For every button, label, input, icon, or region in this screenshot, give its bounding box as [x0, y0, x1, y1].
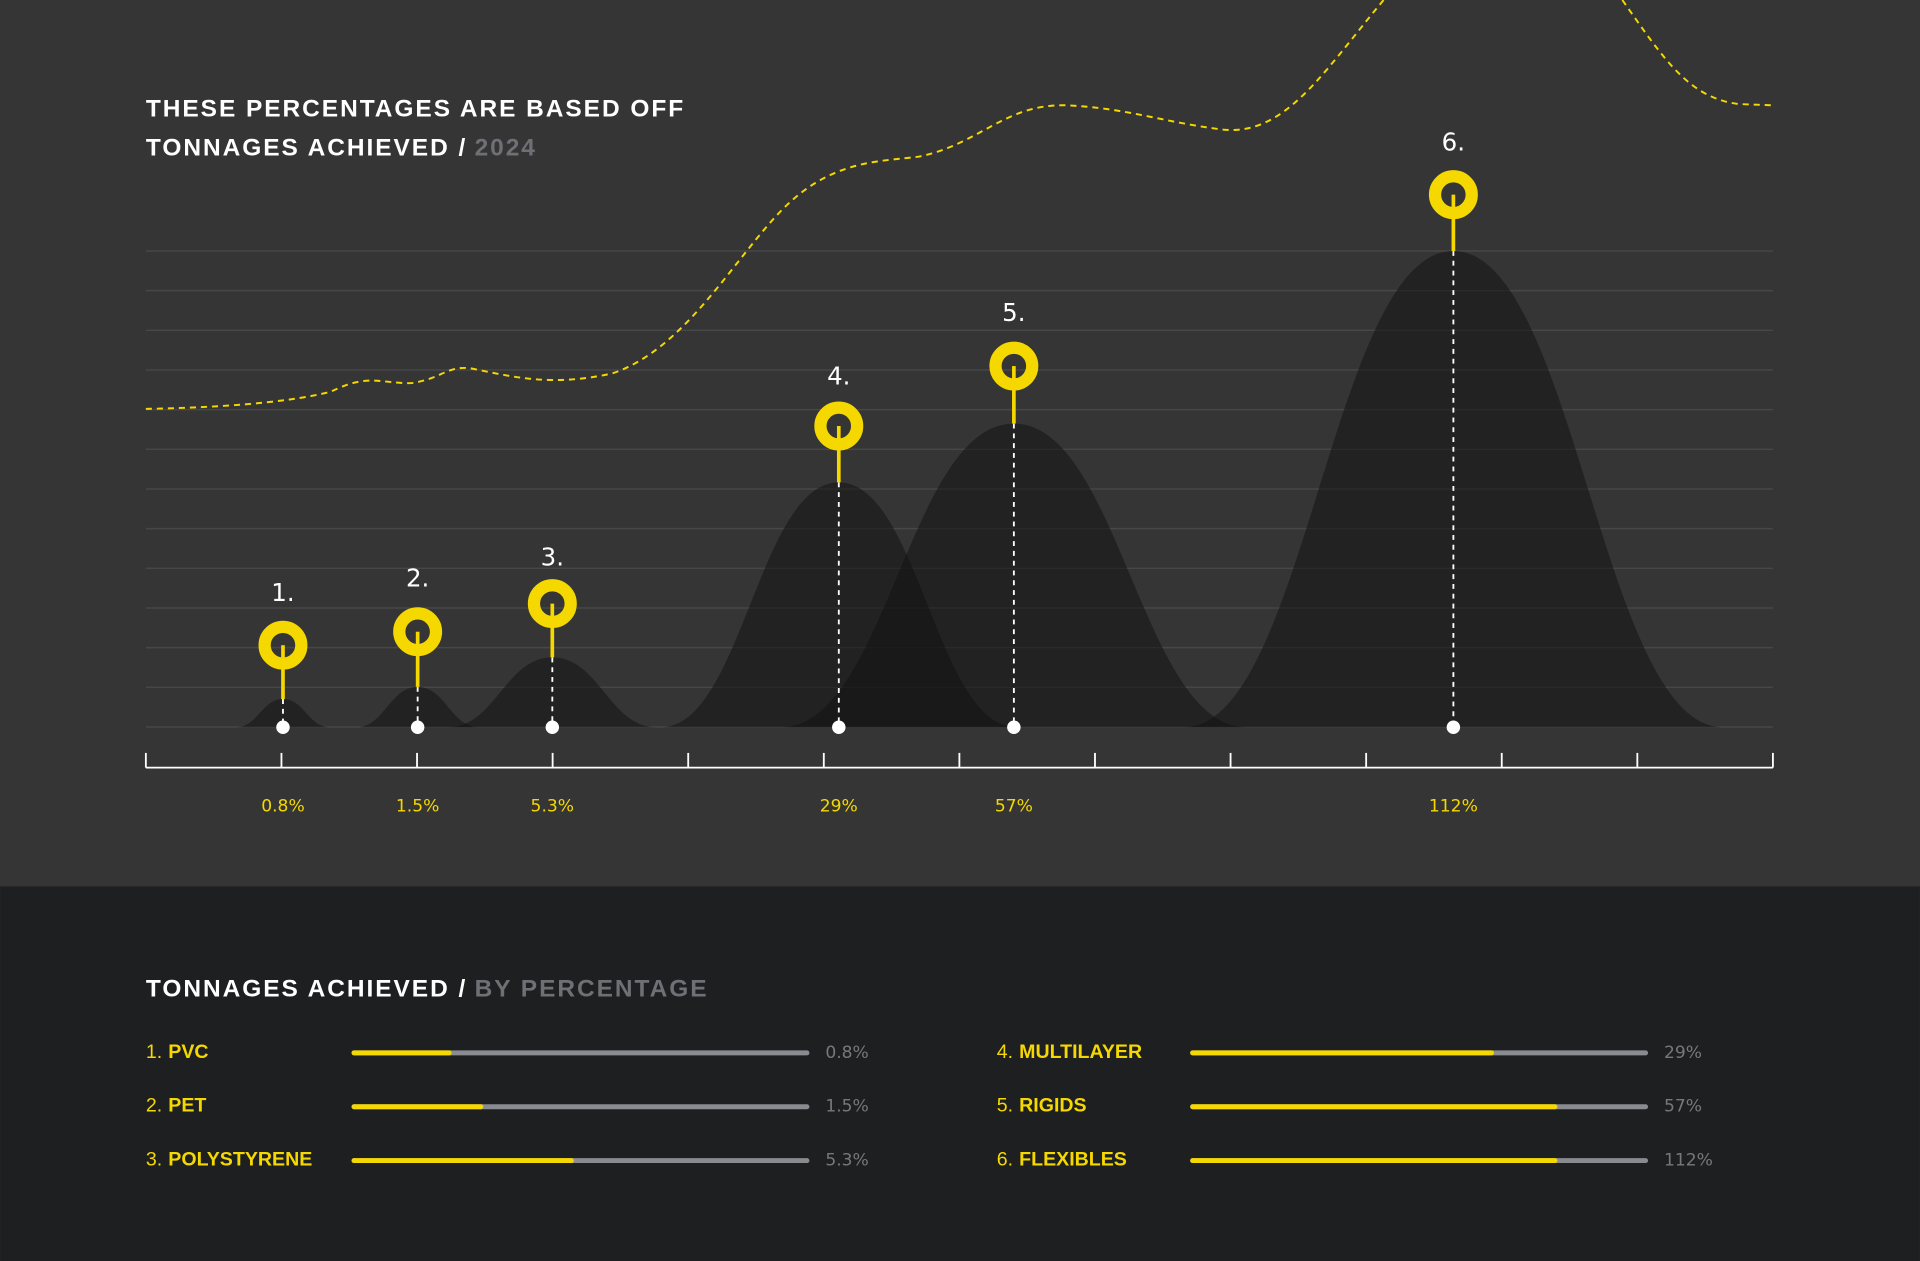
bottom-panel [0, 886, 1920, 1261]
base-dot [410, 720, 425, 734]
pin-head [814, 401, 864, 451]
peak-shape [448, 657, 657, 728]
item-rank: 3. [146, 1149, 162, 1171]
item-label: 2. PET [146, 1095, 207, 1117]
pin-head [1428, 170, 1478, 220]
pin-head [989, 341, 1039, 391]
base-dot [1007, 720, 1021, 734]
title-text: TONNAGES ACHIEVED / [146, 134, 467, 161]
item-label: 5. RIGIDS [997, 1095, 1087, 1117]
item-value: 112% [1664, 1151, 1713, 1171]
base-dot [276, 720, 290, 734]
trend-line [145, 0, 1773, 410]
base-dot [1446, 720, 1461, 734]
peak-value: 1.5% [396, 797, 440, 817]
peak-rank: 5. [1002, 298, 1025, 327]
peak-value: 29% [820, 797, 858, 817]
item-label: 1. PVC [146, 1041, 209, 1063]
item-name: PET [168, 1095, 206, 1117]
title-line: THESE PERCENTAGES ARE BASED OFF [146, 95, 685, 122]
item-name: MULTILAYER [1019, 1041, 1142, 1063]
base-dot [545, 720, 560, 734]
peak-value: 0.8% [261, 797, 305, 817]
item-name: POLYSTYRENE [168, 1149, 312, 1171]
summary-list: 1. PVC 0.8% 2. PET 1.5% 3. POLYSTYRENE 5.3% 4. MUL… [146, 1041, 1713, 1171]
peak-value: 5.3% [531, 797, 575, 817]
item-rank: 5. [997, 1095, 1013, 1117]
summary-subtitle: BY PERCENTAGE [475, 976, 709, 1003]
title-year: 2024 [475, 134, 537, 161]
peak-value: 57% [995, 797, 1033, 817]
item-label: 3. POLYSTYRENE [146, 1149, 312, 1171]
item-name: RIGIDS [1019, 1095, 1086, 1117]
peak-rank: 2. [406, 563, 429, 592]
peak-rank: 3. [541, 543, 564, 572]
pin-head [527, 579, 577, 629]
item-rank: 2. [146, 1095, 162, 1117]
item-name: PVC [168, 1041, 208, 1063]
pin-head [258, 620, 308, 670]
item-value: 57% [1664, 1097, 1702, 1117]
item-label: 6. FLEXIBLES [997, 1149, 1127, 1171]
item-rank: 4. [997, 1041, 1013, 1063]
title-line: TONNAGES ACHIEVED / 2024 [146, 134, 537, 161]
item-value: 5.3% [825, 1151, 869, 1171]
item-label: 4. MULTILAYER [997, 1041, 1142, 1063]
pin-head [393, 607, 443, 657]
item-name: FLEXIBLES [1019, 1149, 1127, 1171]
base-dot [832, 720, 846, 734]
item-rank: 1. [146, 1041, 162, 1063]
item-rank: 6. [997, 1149, 1013, 1171]
summary-title: TONNAGES ACHIEVED / BY PERCENTAGE [146, 976, 709, 1003]
item-value: 29% [1664, 1043, 1702, 1063]
item-value: 1.5% [825, 1097, 869, 1117]
peak-rank: 4. [827, 361, 850, 390]
item-value: 0.8% [825, 1043, 869, 1063]
peak-rank: 1. [271, 578, 294, 607]
peaks: 1. 0.8% 2. 1.5% 3. 5.3% 4. 29% 5. 57% 6. 112% [236, 128, 1723, 817]
peak-value: 112% [1429, 797, 1478, 817]
peak-rank: 6. [1442, 128, 1465, 157]
top-panel [0, 0, 1920, 886]
summary-title-text: TONNAGES ACHIEVED / [146, 976, 467, 1003]
